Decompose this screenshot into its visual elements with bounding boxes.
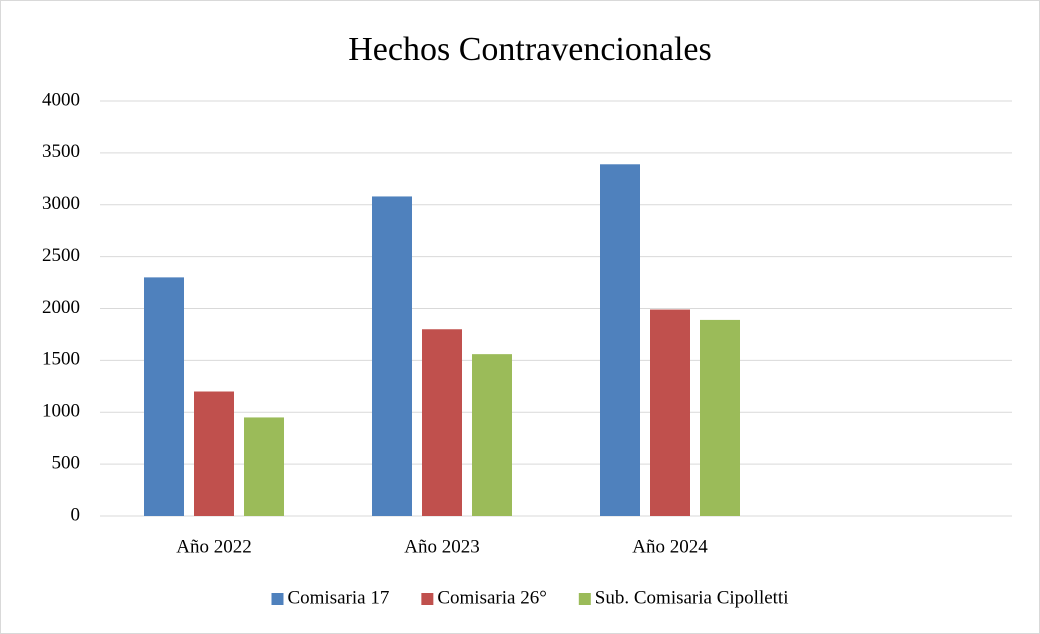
y-tick-label: 4000: [42, 89, 80, 110]
y-tick-label: 500: [52, 452, 81, 473]
x-tick-label: Año 2022: [176, 536, 251, 557]
bar: [144, 277, 184, 516]
x-tick-label: Año 2023: [404, 536, 479, 557]
bar: [650, 309, 690, 516]
legend-swatch: [578, 593, 591, 605]
legend-swatch: [421, 593, 434, 605]
y-tick-label: 2000: [42, 297, 80, 318]
y-tick-label: 3500: [42, 141, 80, 162]
chart-title: Hechos Contravencionales: [348, 31, 712, 68]
legend-swatch: [271, 593, 284, 605]
bar: [700, 319, 740, 516]
x-tick-label: Año 2024: [632, 536, 708, 557]
bar: [600, 164, 640, 516]
y-tick-label: 2500: [42, 245, 80, 266]
legend-label: Comisaria 26°: [437, 587, 546, 608]
bar: [372, 196, 412, 516]
bar: [244, 417, 284, 516]
bar: [422, 329, 462, 516]
y-tick-label: 1500: [42, 349, 80, 370]
y-tick-label: 0: [71, 504, 81, 525]
bar: [472, 354, 512, 516]
y-tick-label: 1000: [42, 401, 80, 422]
legend-label: Sub. Comisaria Cipolletti: [595, 587, 789, 608]
legend-label: Comisaria 17: [287, 587, 389, 608]
bar: [194, 391, 234, 516]
y-tick-label: 3000: [42, 193, 80, 214]
